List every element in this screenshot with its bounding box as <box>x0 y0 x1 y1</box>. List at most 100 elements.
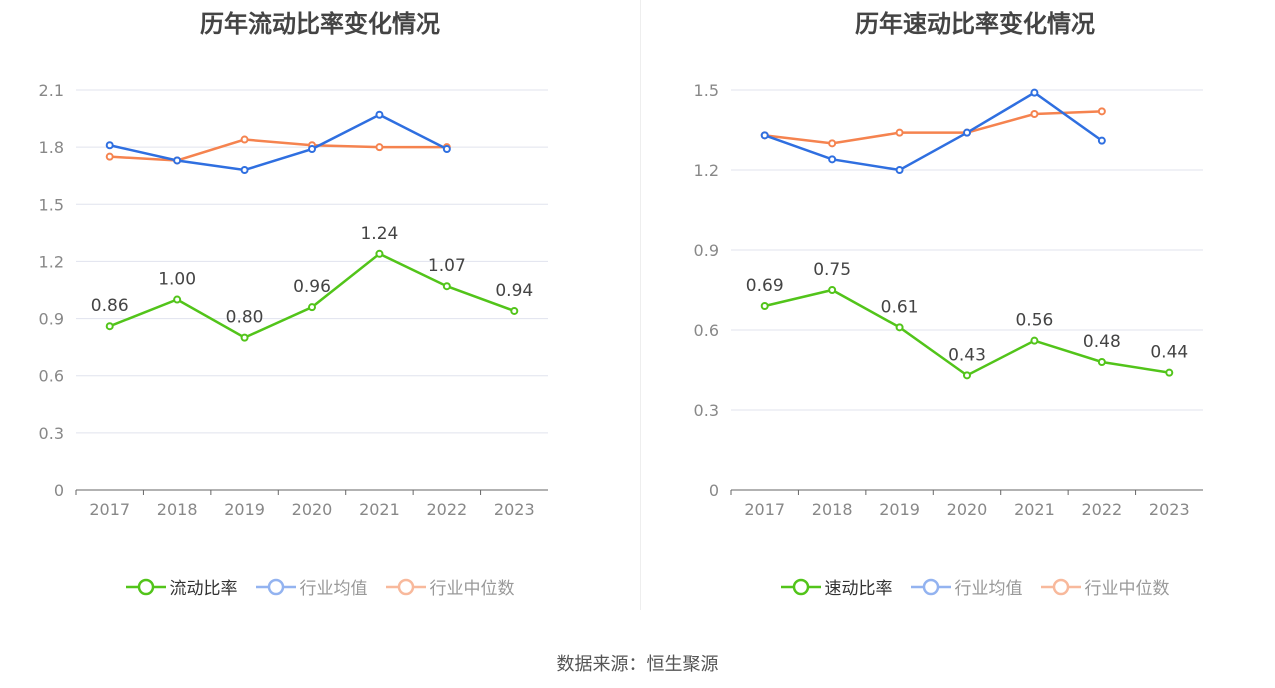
data-point <box>1030 88 1039 97</box>
legend-label: 行业均值 <box>299 579 368 599</box>
data-point <box>963 371 971 380</box>
x-tick-label: 2022 <box>426 500 467 519</box>
data-point <box>308 303 316 312</box>
data-label: 0.56 <box>1015 311 1053 331</box>
legend-marker-icon <box>1040 578 1081 595</box>
legend-label: 行业中位数 <box>429 579 515 599</box>
y-tick-label: 1.5 <box>39 195 64 214</box>
legend-marker-icon <box>910 578 951 595</box>
data-label: 0.94 <box>495 281 533 301</box>
data-point <box>240 333 249 342</box>
legend-item[interactable]: 行业均值 <box>255 574 368 599</box>
data-point <box>1097 107 1106 116</box>
data-source: 数据来源：恒生聚源 <box>556 654 719 675</box>
data-point <box>760 302 769 310</box>
x-tick-label: 2019 <box>224 500 265 519</box>
data-point <box>828 286 837 294</box>
y-tick-label: 0.9 <box>39 310 64 329</box>
data-point <box>1097 136 1106 145</box>
data-point <box>105 141 114 150</box>
y-tick-label: 2.1 <box>39 81 64 100</box>
x-tick-label: 2020 <box>947 500 988 519</box>
data-label: 0.80 <box>226 308 264 328</box>
data-point <box>895 323 904 332</box>
x-tick-label: 2023 <box>494 500 535 519</box>
x-tick-label: 2018 <box>812 500 853 519</box>
data-label: 0.61 <box>881 297 919 317</box>
legend-label: 速动比率 <box>824 579 893 599</box>
series-line <box>109 138 447 162</box>
x-tick-label: 2021 <box>1014 500 1055 519</box>
legend-label: 行业均值 <box>954 579 1023 599</box>
legend-marker-icon <box>780 578 821 595</box>
data-label: 0.44 <box>1150 343 1188 363</box>
data-label: 0.96 <box>293 277 331 297</box>
data-label: 1.00 <box>158 270 196 290</box>
data-point <box>375 110 384 119</box>
data-label: 1.24 <box>360 224 398 244</box>
data-point <box>1097 358 1106 366</box>
series-line <box>109 113 448 172</box>
plot-area: 0 0.3 0.6 0.9 1.2 1.5 2017 2018 2019 2020 2021 2022… <box>694 81 1203 519</box>
data-point <box>895 128 904 137</box>
y-tick-label: 1.2 <box>694 161 719 180</box>
data-point <box>105 152 114 161</box>
data-point <box>963 128 971 137</box>
data-point <box>442 282 451 291</box>
y-tick-label: 0.6 <box>39 367 64 386</box>
chart-title: 历年流动比率变化情况 <box>200 10 440 38</box>
x-tick-label: 2020 <box>292 500 333 519</box>
legend-marker-icon <box>255 578 296 595</box>
data-point <box>1030 110 1039 118</box>
x-tick-label: 2021 <box>359 500 400 519</box>
data-point <box>828 139 837 148</box>
x-tick-label: 2023 <box>1149 500 1190 519</box>
quick-ratio-chart: 历年速动比率变化情况 0 0.3 0.6 0.9 1.2 1.5 2017 2018 2019 2… <box>655 0 1275 620</box>
y-tick-label: 1.8 <box>39 138 64 157</box>
data-label: 0.69 <box>746 276 784 296</box>
data-point <box>173 295 182 304</box>
x-tick-label: 2019 <box>879 500 920 519</box>
x-tick-label: 2022 <box>1081 500 1122 519</box>
x-tick-label: 2017 <box>744 500 785 519</box>
data-label: 0.48 <box>1083 332 1121 352</box>
data-point <box>760 131 769 140</box>
legend-marker-icon <box>125 578 166 595</box>
data-label: 0.43 <box>948 345 986 365</box>
data-point <box>1030 336 1039 345</box>
legend-item[interactable]: 行业中位数 <box>385 574 515 599</box>
data-point <box>828 155 837 164</box>
plot-area: 0 0.3 0.6 0.9 1.2 1.5 1.8 2.1 2017 2018 2019 2020 20… <box>39 81 548 519</box>
x-tick-label: 2017 <box>89 500 130 519</box>
data-point <box>105 322 114 331</box>
legend-item[interactable]: 行业均值 <box>910 574 1023 599</box>
legend: 流动比率 行业均值 行业中位数 <box>0 574 640 599</box>
y-tick-label: 0.3 <box>39 424 64 443</box>
legend-label: 流动比率 <box>169 579 238 599</box>
y-tick-label: 0 <box>54 481 64 500</box>
legend-marker-icon <box>385 578 426 595</box>
series-line <box>764 91 1103 172</box>
data-point <box>442 145 451 154</box>
data-point <box>510 306 519 315</box>
legend-item[interactable]: 行业中位数 <box>1040 574 1170 599</box>
y-tick-label: 1.2 <box>39 252 64 271</box>
y-tick-label: 0.6 <box>694 321 719 340</box>
data-point <box>375 143 384 152</box>
data-point <box>240 135 249 144</box>
y-tick-label: 0.3 <box>694 401 719 420</box>
y-tick-label: 0.9 <box>694 241 719 260</box>
data-point <box>308 145 316 154</box>
chart-title: 历年速动比率变化情况 <box>855 10 1095 38</box>
series-line <box>764 110 1102 145</box>
x-tick-label: 2018 <box>157 500 198 519</box>
legend: 速动比率 行业均值 行业中位数 <box>655 574 1275 599</box>
y-tick-label: 0 <box>709 481 719 500</box>
legend-item[interactable]: 流动比率 <box>125 574 238 599</box>
divider <box>640 0 641 610</box>
y-tick-label: 1.5 <box>694 81 719 100</box>
data-label: 0.86 <box>91 296 129 316</box>
legend-label: 行业中位数 <box>1084 579 1170 599</box>
legend-item[interactable]: 速动比率 <box>780 574 893 599</box>
data-label: 0.75 <box>813 260 851 280</box>
